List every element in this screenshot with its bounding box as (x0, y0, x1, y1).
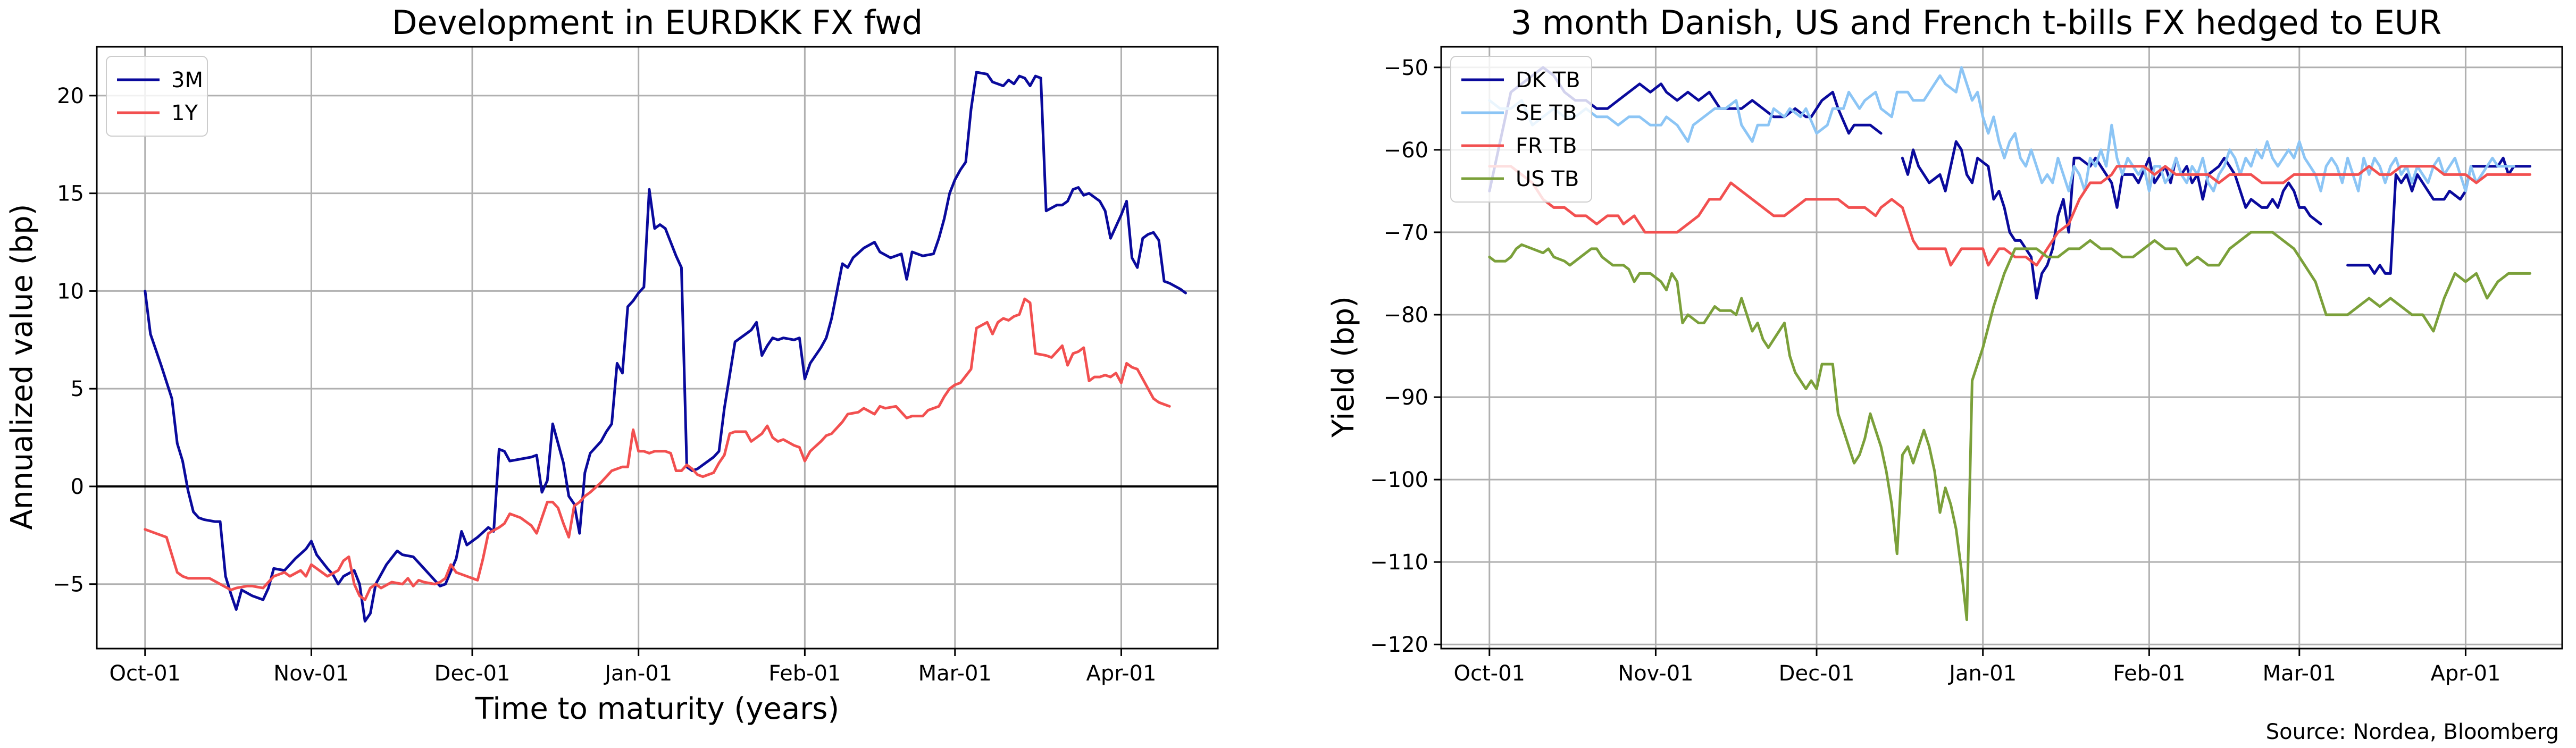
chart-tbills-fx-hedged: 3 month Danish, US and French t-bills FX… (1326, 3, 2563, 686)
y-tick-label: −110 (1370, 550, 1428, 575)
y-tick-label: 20 (57, 84, 84, 108)
plot-frame (1440, 46, 2563, 650)
x-tick-label: Apr-01 (1086, 661, 1156, 686)
x-axis-label: Time to maturity (years) (475, 692, 839, 726)
legend: DK TB SE TB FR TB US TB (1450, 56, 1592, 203)
x-tick-label: Oct-01 (1454, 661, 1526, 686)
x-tick-label: Dec-01 (434, 661, 511, 686)
x-tick-label: Feb-01 (768, 661, 841, 686)
legend-label-se-tb: SE TB (1516, 101, 1577, 125)
y-tick-label: −80 (1384, 303, 1428, 327)
x-tick-label: Mar-01 (918, 661, 992, 686)
x-tick-label: Oct-01 (110, 661, 181, 686)
y-tick-label: −5 (53, 573, 84, 597)
x-tick-label: Feb-01 (2113, 661, 2185, 686)
series-line-fr-tb (1488, 165, 2531, 267)
legend-box (1450, 56, 1592, 203)
legend-label-fr-tb: FR TB (1516, 134, 1577, 158)
x-tick-label: Nov-01 (1618, 661, 1693, 686)
series-line-1y (144, 297, 1171, 601)
y-tick-label: −90 (1384, 385, 1428, 410)
y-tick-label: −120 (1370, 633, 1428, 657)
series-line-3m (144, 71, 1187, 623)
y-tick-label: −100 (1370, 468, 1428, 492)
y-tick-label: 10 (57, 279, 84, 304)
y-tick-label: −50 (1384, 56, 1428, 80)
legend-box (106, 56, 208, 137)
series-line-dk-tb (1901, 140, 2322, 300)
chart-eurdkk-fx-fwd: Development in EURDKK FX fwd Time to mat… (5, 3, 1219, 726)
y-tick-label: 5 (71, 377, 84, 401)
y-axis-label: Yield (bp) (1326, 296, 1361, 438)
source-note: Source: Nordea, Bloomberg (2266, 720, 2559, 744)
y-tick-label: −60 (1384, 138, 1428, 163)
y-axis-label: Annualized value (bp) (5, 204, 39, 530)
series-line-dk-tb (2346, 156, 2531, 275)
y-tick-label: 15 (57, 182, 84, 206)
x-tick-label: Dec-01 (1779, 661, 1855, 686)
chart-title: Development in EURDKK FX fwd (392, 3, 923, 42)
x-tick-label: Jan-01 (1947, 661, 2017, 686)
x-tick-label: Apr-01 (2430, 661, 2500, 686)
y-tick-label: −70 (1384, 221, 1428, 245)
plot-frame (96, 46, 1219, 650)
x-tick-label: Mar-01 (2263, 661, 2336, 686)
y-tick-label: 0 (71, 475, 84, 499)
chart-title: 3 month Danish, US and French t-bills FX… (1511, 3, 2441, 42)
x-tick-label: Jan-01 (603, 661, 672, 686)
series-line-se-tb (1488, 66, 2515, 192)
legend-label-dk-tb: DK TB (1516, 68, 1580, 93)
legend-label-1y: 1Y (171, 101, 198, 125)
legend-label-us-tb: US TB (1516, 167, 1579, 191)
series-line-us-tb (1488, 231, 2531, 621)
legend-label-3m: 3M (171, 68, 203, 93)
x-tick-label: Nov-01 (273, 661, 349, 686)
